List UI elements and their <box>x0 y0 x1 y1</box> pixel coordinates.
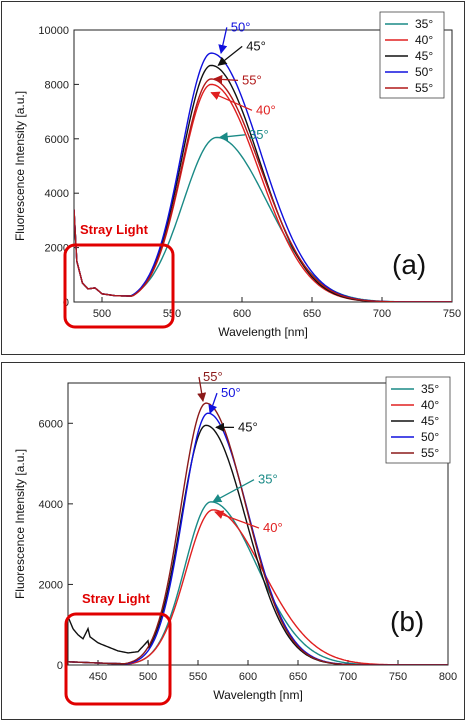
annotation-label: 50° <box>221 385 241 400</box>
panel-label: (b) <box>390 606 424 637</box>
x-tick-label: 700 <box>339 671 357 683</box>
annotation-label: 55° <box>242 72 262 87</box>
x-tick-label: 550 <box>189 671 207 683</box>
x-axis-title: Wavelength [nm] <box>213 688 303 702</box>
annotation-label: 45° <box>238 419 258 434</box>
x-tick-label: 600 <box>233 308 251 320</box>
x-tick-label: 700 <box>373 308 391 320</box>
x-tick-label: 750 <box>443 308 461 320</box>
series-line-35 <box>68 501 448 665</box>
legend-label: 35° <box>415 17 433 31</box>
annotation-arrow <box>210 91 253 111</box>
chart-panel-a: 500 550 600 650 700 750 0 2000 4000 6000 8000 10000… <box>1 1 465 355</box>
legend-label: 40° <box>421 398 439 412</box>
x-tick-label: 650 <box>303 308 321 320</box>
chart-a-svg: 500 550 600 650 700 7500200040006000800010000… <box>13 11 461 339</box>
series-line-55 <box>74 78 452 302</box>
plot-area <box>73 29 453 303</box>
y-axis-title: Fluorescence Intensity [a.u.] <box>13 449 27 599</box>
y-tick-label: 4000 <box>39 499 63 511</box>
y-tick-label: 10000 <box>38 25 69 37</box>
legend-label: 50° <box>415 65 433 79</box>
legend-label: 35° <box>421 382 439 396</box>
legend-label: 55° <box>421 446 439 460</box>
legend-label: 45° <box>415 49 433 63</box>
legend-label: 40° <box>415 33 433 47</box>
y-axis-title: Fluorescence Intensity [a.u.] <box>13 91 27 241</box>
x-tick-label: 750 <box>389 671 407 683</box>
legend <box>385 376 451 464</box>
annotation-arrow <box>213 74 239 84</box>
annotation-label: 35° <box>258 472 278 487</box>
x-tick-label: 500 <box>93 308 111 320</box>
x-axis-title: Wavelength [nm] <box>218 325 308 339</box>
annotation-arrow <box>212 479 255 503</box>
y-tick-label: 6000 <box>39 418 63 430</box>
x-tick-label: 600 <box>239 671 257 683</box>
annotation-label: 35° <box>249 127 269 142</box>
annotation-arrow <box>217 45 243 66</box>
annotation-label: 45° <box>246 38 266 53</box>
x-tick-label: 450 <box>89 671 107 683</box>
legend-label: 50° <box>421 430 439 444</box>
legend <box>379 11 445 99</box>
annotation-label: 40° <box>256 102 276 117</box>
annotation-arrow <box>214 510 260 529</box>
x-tick-label: 650 <box>289 671 307 683</box>
series-line-45 <box>68 424 448 665</box>
panel-label: (a) <box>392 249 426 280</box>
stray-light-highlight <box>63 243 175 329</box>
annotation-label: 40° <box>263 520 283 535</box>
x-tick-label: 500 <box>139 671 157 683</box>
plot-area <box>67 382 449 666</box>
annotation-label: 55° <box>203 369 223 384</box>
y-tick-label: 8000 <box>45 79 69 91</box>
series-line-40 <box>68 509 448 665</box>
annotation-arrow <box>197 376 207 403</box>
y-tick-label: 0 <box>57 660 63 672</box>
series-line-55 <box>68 402 448 665</box>
y-tick-label: 2000 <box>45 243 69 255</box>
stray-light-highlight <box>64 612 172 706</box>
annotation-arrow <box>208 392 218 415</box>
y-tick-label: 6000 <box>45 134 69 146</box>
legend-label: 55° <box>415 81 433 95</box>
legend-label: 45° <box>421 414 439 428</box>
stray-light-label: Stray Light <box>82 591 151 606</box>
annotation-arrow <box>218 132 246 142</box>
y-tick-label: 2000 <box>39 579 63 591</box>
stray-light-label: Stray Light <box>80 222 149 237</box>
chart-panel-b: 450 500 550 600 650 700 750 800 0 2000 4000 6000 Wav… <box>1 362 465 720</box>
annotation-arrow <box>218 27 228 55</box>
annotation-label: 50° <box>231 19 251 34</box>
y-tick-label: 4000 <box>45 188 69 200</box>
x-tick-label: 800 <box>439 671 457 683</box>
chart-b-svg: 450 500 550 600 650 700 750 800 0 2000 4000 6000 Wav… <box>13 369 457 706</box>
